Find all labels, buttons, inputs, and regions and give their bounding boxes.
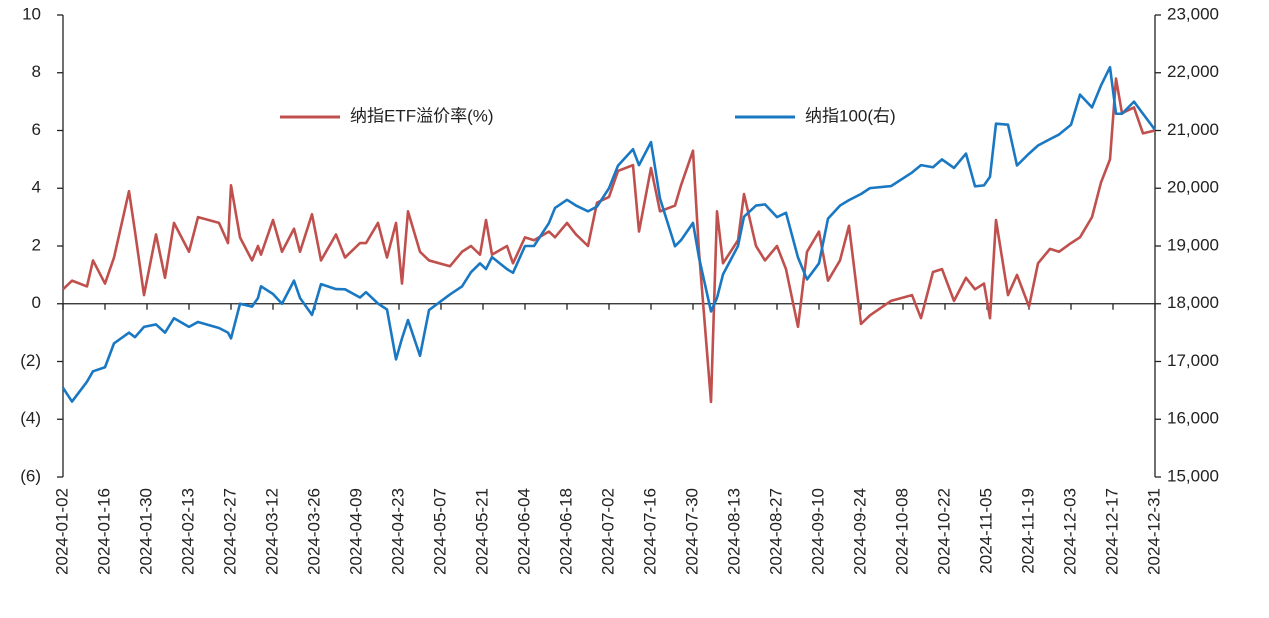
y-tick-label: (6) <box>20 466 41 485</box>
y2-tick-label: 15,000 <box>1167 466 1219 485</box>
y2-tick-label: 16,000 <box>1167 409 1219 428</box>
x-tick-label: 2024-01-16 <box>94 488 113 575</box>
x-tick-label: 2024-04-23 <box>388 488 407 575</box>
x-tick-label: 2024-02-13 <box>178 488 197 575</box>
x-tick-label: 2024-01-30 <box>136 488 155 575</box>
y2-tick-label: 21,000 <box>1167 120 1219 139</box>
y-tick-label: 2 <box>32 235 41 254</box>
x-tick-label: 2024-10-08 <box>892 488 911 575</box>
y2-tick-label: 18,000 <box>1167 293 1219 312</box>
x-tick-label: 2024-03-26 <box>304 488 323 575</box>
x-tick-label: 2024-02-27 <box>220 488 239 575</box>
x-tick-label: 2024-08-27 <box>766 488 785 575</box>
y-tick-label: 0 <box>32 293 41 312</box>
x-tick-label: 2024-07-02 <box>598 488 617 575</box>
legend-label: 纳指ETF溢价率(%) <box>350 106 494 125</box>
x-tick-label: 2024-10-22 <box>934 488 953 575</box>
series-line <box>61 65 1157 403</box>
x-tick-label: 2024-09-10 <box>808 488 827 575</box>
x-tick-label: 2024-03-12 <box>262 488 281 575</box>
x-tick-label: 2024-12-03 <box>1060 488 1079 575</box>
x-tick-label: 2024-11-05 <box>976 488 995 574</box>
x-tick-label: 2024-04-09 <box>346 488 365 575</box>
y2-tick-label: 23,000 <box>1167 4 1219 23</box>
x-tick-label: 2024-07-30 <box>682 488 701 575</box>
y2-tick-label: 17,000 <box>1167 351 1219 370</box>
x-tick-label: 2024-06-04 <box>514 488 533 575</box>
y-tick-label: 6 <box>32 120 41 139</box>
x-tick-label: 2024-06-18 <box>556 488 575 575</box>
y-tick-label: 10 <box>22 4 41 23</box>
legend-label: 纳指100(右) <box>805 106 896 125</box>
x-tick-label: 2024-05-21 <box>472 488 491 575</box>
x-tick-label: 2024-07-16 <box>640 488 659 575</box>
y2-tick-label: 22,000 <box>1167 62 1219 81</box>
y-tick-label: (2) <box>20 351 41 370</box>
x-tick-label: 2024-08-13 <box>724 488 743 575</box>
y-tick-label: 8 <box>32 62 41 81</box>
x-tick-label: 2024-01-02 <box>52 488 71 575</box>
x-tick-label: 2024-05-07 <box>430 488 449 575</box>
y2-tick-label: 20,000 <box>1167 178 1219 197</box>
x-tick-label: 2024-12-17 <box>1102 488 1121 575</box>
x-tick-label: 2024-11-19 <box>1018 488 1037 574</box>
series-line <box>62 77 1156 404</box>
y-tick-label: 4 <box>32 178 41 197</box>
x-tick-label: 2024-12-31 <box>1144 488 1163 575</box>
x-tick-label: 2024-09-24 <box>850 488 869 575</box>
y-tick-label: (4) <box>20 409 41 428</box>
y2-tick-label: 19,000 <box>1167 235 1219 254</box>
